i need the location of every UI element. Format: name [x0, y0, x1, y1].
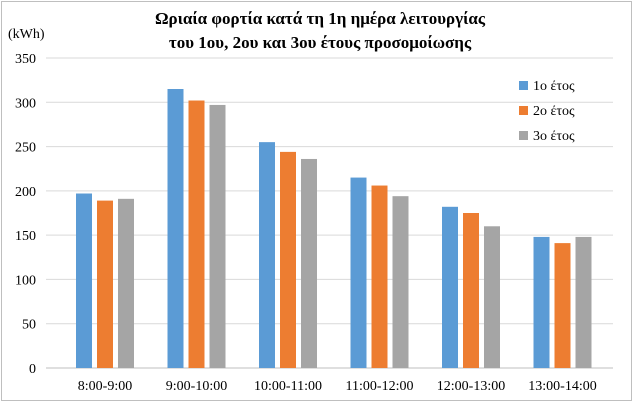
bar — [76, 193, 92, 368]
bar — [259, 142, 275, 368]
legend-label: 3ο έτος — [533, 129, 575, 144]
y-tick-label: 200 — [15, 185, 36, 200]
x-tick-label: 8:00-9:00 — [78, 379, 132, 394]
y-tick-label: 50 — [22, 318, 36, 333]
y-tick-label: 250 — [15, 141, 36, 156]
legend-swatch — [519, 131, 528, 140]
bar — [97, 200, 113, 368]
y-tick-label: 100 — [15, 273, 36, 288]
y-axis-unit-label: (kWh) — [8, 27, 45, 42]
bar — [118, 198, 134, 368]
legend-label: 2ο έτος — [533, 104, 575, 119]
x-tick-label: 9:00-10:00 — [166, 379, 227, 394]
legend-label: 1ο έτος — [533, 79, 575, 94]
legend-swatch — [519, 106, 528, 115]
bar — [371, 185, 388, 368]
bar — [554, 243, 571, 368]
y-tick-label: 0 — [29, 362, 36, 377]
bar — [280, 151, 296, 368]
bar — [533, 236, 550, 368]
legend-swatch — [519, 81, 528, 90]
bar — [350, 177, 367, 368]
x-tick-label: 13:00-14:00 — [528, 379, 596, 394]
y-tick-label: 150 — [15, 229, 36, 244]
y-tick-label: 350 — [15, 52, 36, 67]
bar — [188, 100, 205, 368]
bar — [442, 206, 458, 368]
bar — [167, 89, 184, 368]
x-tick-label: 10:00-11:00 — [254, 379, 322, 394]
chart-title-line-2: του 1ου, 2ου και 3ου έτους προσομοίωσης — [168, 33, 472, 52]
x-tick-label: 11:00-12:00 — [346, 379, 414, 394]
bar — [301, 158, 317, 368]
bar — [575, 236, 592, 368]
bar — [392, 196, 409, 368]
bar — [484, 226, 500, 368]
bar — [463, 213, 479, 368]
bar — [209, 104, 226, 368]
y-tick-label: 300 — [15, 96, 36, 111]
chart-title-line-1: Ωριαία φορτία κατά τη 1η ημέρα λειτουργί… — [154, 9, 486, 28]
x-tick-label: 12:00-13:00 — [437, 379, 505, 394]
